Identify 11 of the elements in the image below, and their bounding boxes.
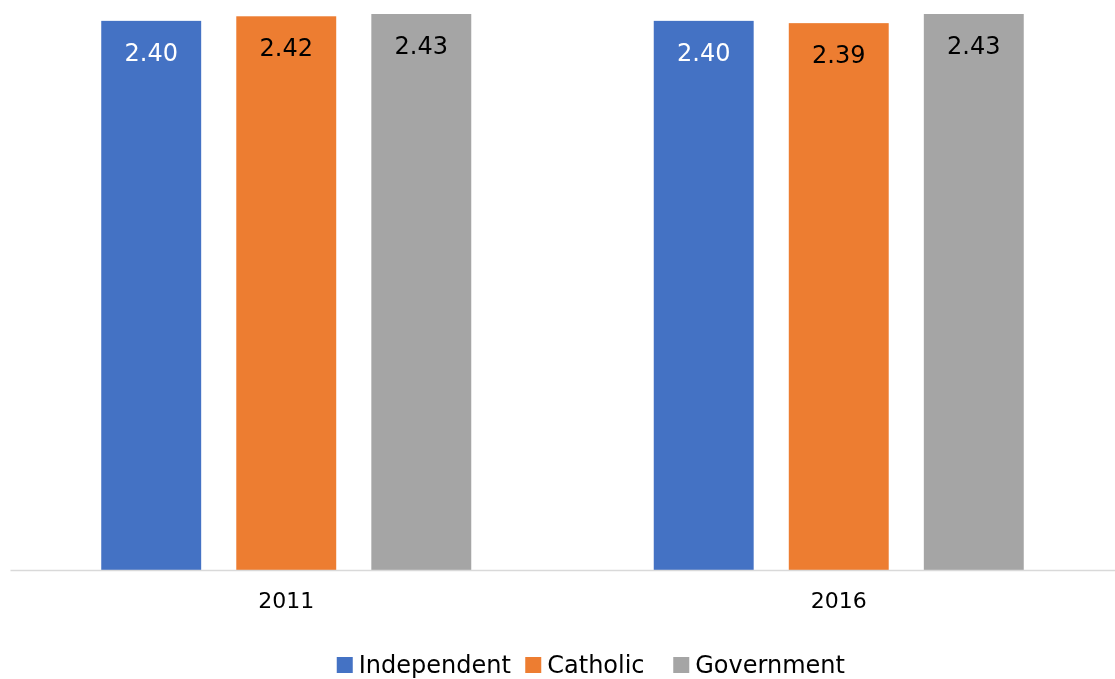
- x-tick-label: 2011: [258, 588, 315, 614]
- data-label: 2.39: [812, 41, 866, 70]
- legend-label: Independent: [358, 651, 511, 679]
- legend-label: Catholic: [547, 651, 645, 679]
- data-label: 2.40: [124, 38, 178, 67]
- data-label: 2.43: [947, 32, 1001, 60]
- data-label: 2.42: [259, 34, 313, 63]
- data-label: 2.43: [394, 32, 449, 60]
- x-tick-label: 2016: [810, 588, 867, 614]
- data-label: 2.40: [676, 38, 731, 67]
- legend-label: Government: [695, 651, 845, 679]
